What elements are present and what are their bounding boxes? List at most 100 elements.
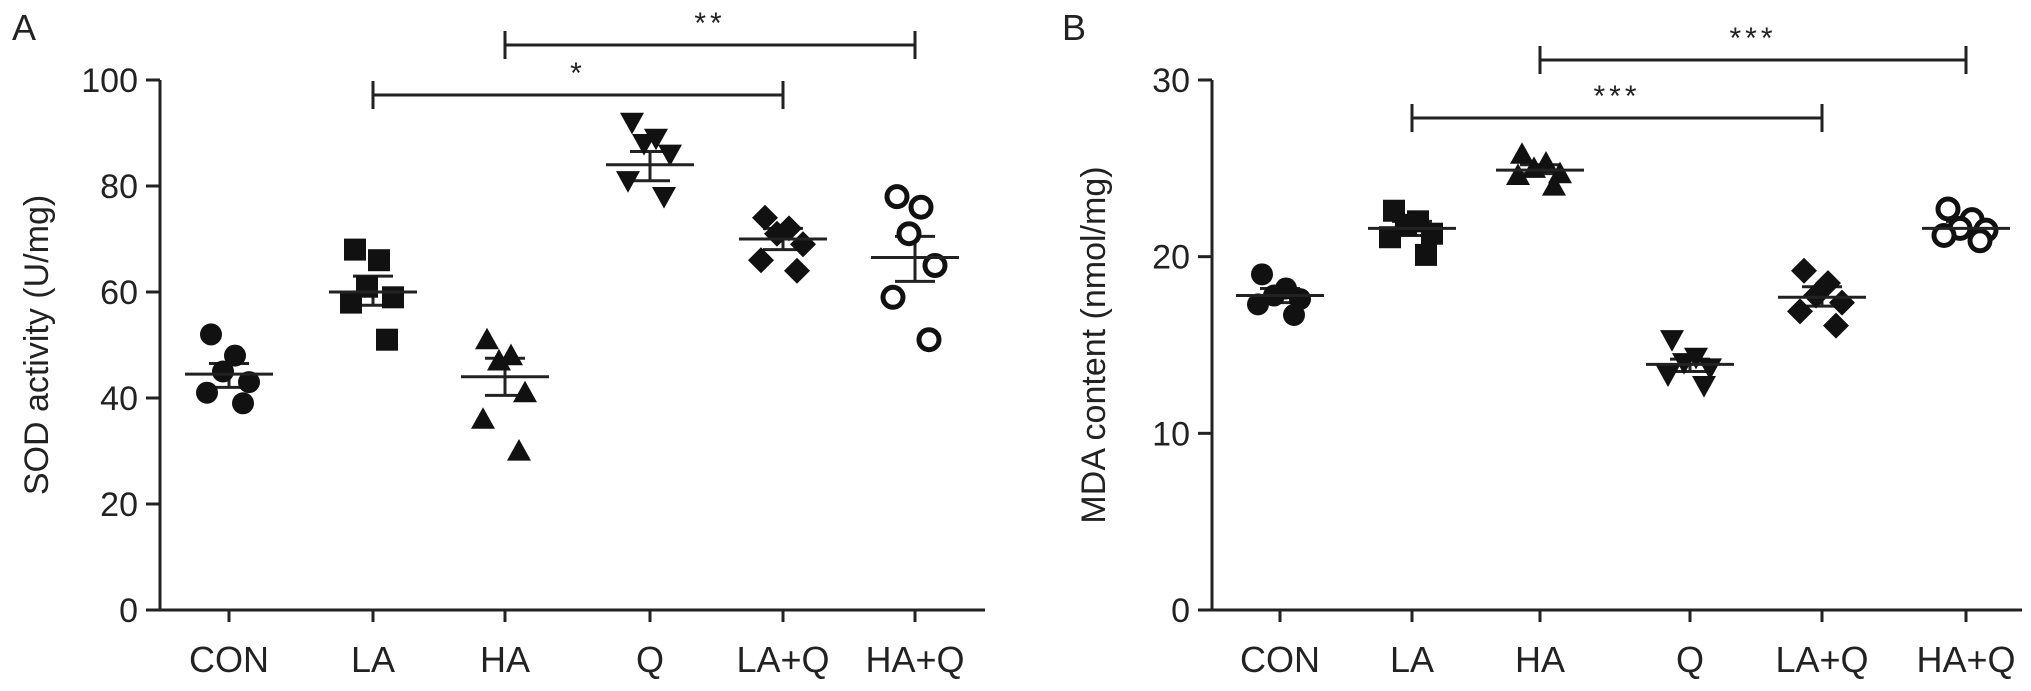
data-group xyxy=(329,238,417,351)
data-point xyxy=(1415,243,1437,266)
x-category-label: HA+Q xyxy=(865,639,964,680)
data-point xyxy=(368,249,390,272)
data-point xyxy=(1660,330,1684,352)
data-point xyxy=(784,257,810,284)
y-tick-label: 30 xyxy=(1152,62,1190,100)
y-tick-label: 0 xyxy=(1171,592,1190,630)
data-point xyxy=(232,392,254,415)
data-group xyxy=(1368,199,1456,266)
y-tick-label: 60 xyxy=(100,274,138,312)
data-point xyxy=(1283,303,1305,326)
y-tick-label: 80 xyxy=(100,168,138,206)
data-point xyxy=(344,238,366,261)
data-point xyxy=(475,327,499,350)
bracket-line xyxy=(503,31,917,59)
significance-bracket: * xyxy=(371,57,785,109)
data-point xyxy=(1791,257,1817,284)
data-point xyxy=(1251,263,1273,286)
data-group xyxy=(1922,196,2010,254)
x-category-label: Q xyxy=(636,639,664,680)
data-point xyxy=(340,291,362,314)
data-group xyxy=(739,204,827,284)
bracket-line xyxy=(371,81,785,109)
data-point xyxy=(507,439,531,461)
data-point xyxy=(471,407,495,429)
data-point xyxy=(652,187,676,209)
data-point xyxy=(1787,298,1813,325)
y-tick-label: 40 xyxy=(100,380,138,418)
x-category-label: CON xyxy=(189,639,269,680)
data-point xyxy=(238,371,260,394)
x-category-label: HA+Q xyxy=(1916,639,2015,680)
bracket-line xyxy=(1410,104,1824,132)
data-point xyxy=(908,194,934,220)
significance-label: ** xyxy=(694,7,725,40)
data-point xyxy=(1931,222,1957,248)
data-point xyxy=(658,144,682,167)
data-point xyxy=(1510,142,1534,164)
data-point xyxy=(224,344,246,367)
data-point xyxy=(1421,222,1443,245)
y-tick-label: 10 xyxy=(1152,415,1190,453)
data-point xyxy=(212,360,234,383)
panel-b-letter: B xyxy=(1062,7,1086,48)
y-tick-label: 20 xyxy=(1152,239,1190,277)
data-point xyxy=(1823,312,1849,339)
data-point xyxy=(1522,156,1546,178)
y-axis-label: MDA content (nmol/mg) xyxy=(1075,166,1113,523)
data-point xyxy=(1935,196,1961,222)
data-point xyxy=(620,112,644,135)
data-point xyxy=(382,286,404,309)
data-point xyxy=(616,171,640,193)
data-point xyxy=(880,284,906,310)
data-point xyxy=(1247,293,1269,316)
data-point xyxy=(513,380,537,403)
data-point xyxy=(1803,282,1829,309)
data-point xyxy=(896,221,922,247)
data-point xyxy=(1542,174,1566,196)
x-category-label: LA+Q xyxy=(1775,639,1868,680)
data-point xyxy=(916,327,942,353)
data-point xyxy=(487,348,511,371)
data-point xyxy=(1967,228,1993,254)
data-point xyxy=(200,323,222,346)
data-point xyxy=(922,253,948,278)
data-point xyxy=(1506,163,1530,185)
y-tick-label: 0 xyxy=(119,592,138,630)
bracket-line xyxy=(1538,46,1968,74)
panel-a-sod-activity: A 0 20 40 60 80 100 SOD activity (U/mg) CON LA HA… xyxy=(12,7,985,680)
data-group xyxy=(185,323,273,415)
significance-bracket: ** xyxy=(503,7,917,59)
x-category-label: LA xyxy=(351,639,395,680)
data-point xyxy=(1692,376,1716,398)
y-axis-label: SOD activity (U/mg) xyxy=(18,195,56,495)
data-group xyxy=(606,112,694,209)
x-category-label: Q xyxy=(1676,639,1704,680)
data-point xyxy=(1656,365,1680,388)
panel-a-letter: A xyxy=(12,7,36,48)
data-point xyxy=(196,381,218,404)
data-group xyxy=(1236,263,1324,326)
data-group xyxy=(461,327,549,461)
y-tick-label: 20 xyxy=(100,486,138,524)
data-group xyxy=(1496,142,1584,196)
data-point xyxy=(748,247,774,274)
x-category-label: HA xyxy=(480,639,530,680)
data-point xyxy=(884,184,910,210)
significance-label: *** xyxy=(1593,80,1640,113)
data-point xyxy=(1379,226,1401,249)
x-category-label: LA xyxy=(1390,639,1434,680)
data-group xyxy=(1646,330,1734,398)
data-group xyxy=(871,184,959,353)
data-point xyxy=(376,328,398,351)
data-point xyxy=(752,204,778,231)
significance-bracket: *** xyxy=(1538,22,1968,74)
significance-label: *** xyxy=(1729,22,1776,55)
data-point xyxy=(1829,289,1855,316)
x-category-label: CON xyxy=(1240,639,1320,680)
significance-label: * xyxy=(570,57,586,90)
x-category-label: HA xyxy=(1515,639,1565,680)
data-group xyxy=(1778,257,1866,339)
data-point xyxy=(632,134,656,156)
significance-bracket: *** xyxy=(1410,80,1824,132)
